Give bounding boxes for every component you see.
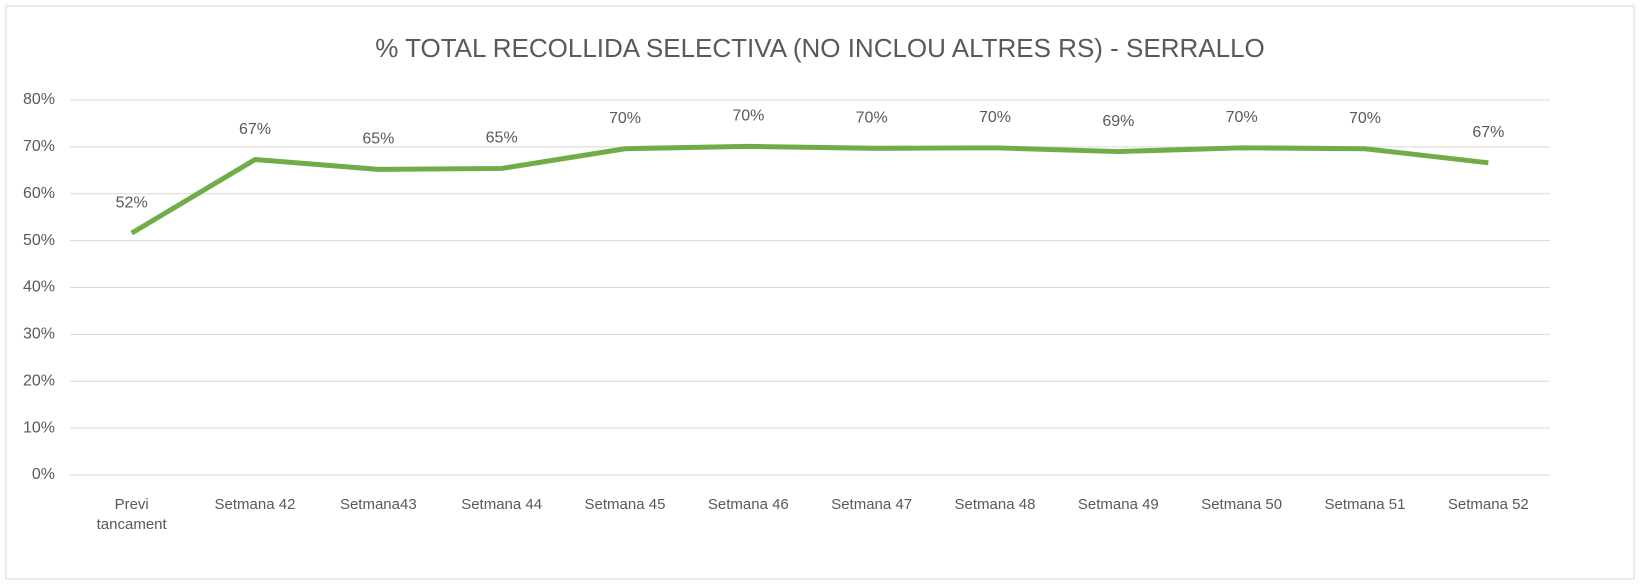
data-label: 70% [856, 110, 888, 127]
y-tick-label: 80% [23, 91, 55, 108]
y-tick-label: 70% [23, 138, 55, 155]
x-tick-label: Setmana 42 [214, 496, 296, 513]
x-tick-label: Setmana 44 [461, 496, 543, 513]
data-label: 65% [486, 130, 518, 147]
data-label: 70% [732, 108, 764, 125]
y-tick-label: 0% [32, 466, 55, 483]
y-tick-label: 20% [23, 372, 55, 389]
y-tick-label: 30% [23, 326, 55, 343]
data-label: 52% [116, 194, 148, 211]
x-tick-label: Setmana 45 [584, 496, 666, 513]
x-tick-label: Setmana 49 [1077, 496, 1159, 513]
x-tick-label: Setmana43 [339, 496, 417, 513]
x-tick-label: Setmana 50 [1201, 496, 1283, 513]
data-label: 69% [1102, 113, 1134, 130]
x-tick-label: Setmana 48 [954, 496, 1036, 513]
y-tick-label: 40% [23, 279, 55, 296]
x-tick-label: Setmana 47 [831, 496, 913, 513]
y-tick-label: 10% [23, 419, 55, 436]
data-line [130, 143, 1489, 236]
data-label: 67% [239, 121, 271, 138]
data-label: 70% [1226, 109, 1258, 126]
x-tick-label: Setmana 51 [1324, 496, 1406, 513]
x-tick-label: Previ tancament [96, 496, 167, 533]
data-label: 70% [1349, 110, 1381, 127]
x-tick-label: Setmana 52 [1447, 496, 1529, 513]
data-label: 70% [979, 109, 1011, 126]
data-label: 65% [362, 131, 394, 148]
data-label: 70% [609, 110, 641, 127]
x-tick-label: Setmana 46 [707, 496, 789, 513]
y-tick-label: 60% [23, 185, 55, 202]
chart-border [5, 5, 1635, 580]
y-tick-label: 50% [23, 232, 55, 249]
chart-title: % TOTAL RECOLLIDA SELECTIVA (NO INCLOU A… [375, 33, 1265, 63]
data-label: 67% [1472, 124, 1504, 141]
